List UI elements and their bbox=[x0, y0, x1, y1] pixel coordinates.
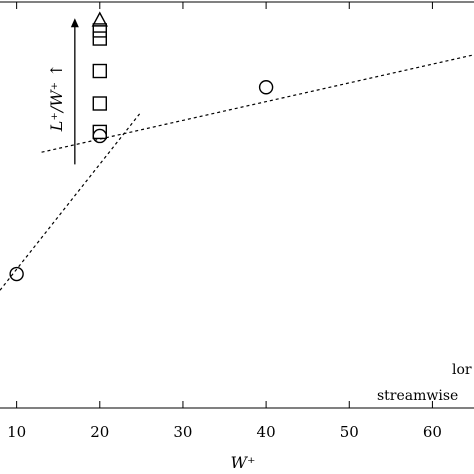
x-axis-title: W⁺ bbox=[231, 453, 256, 472]
x-tick-labels: 10 20 30 40 50 60 bbox=[7, 423, 442, 441]
circle-marker bbox=[9, 266, 24, 282]
x-tick-label: 50 bbox=[340, 423, 359, 441]
triangle-marker bbox=[91, 11, 108, 27]
arrow-label: L⁺/W⁺ ↑ bbox=[47, 63, 66, 132]
arrow-group: L⁺/W⁺ ↑ bbox=[47, 18, 79, 165]
annotation-lor: lor bbox=[452, 362, 472, 378]
x-tick-label: 10 bbox=[7, 423, 26, 441]
data-points bbox=[9, 11, 274, 282]
fit-lines bbox=[0, 54, 474, 291]
square-marker bbox=[92, 31, 107, 46]
annotation-streamwise: streamwise bbox=[377, 388, 458, 404]
x-tick-label: 30 bbox=[173, 423, 192, 441]
x-tick-label: 60 bbox=[423, 423, 442, 441]
square-marker bbox=[92, 63, 107, 79]
x-tick-label: 40 bbox=[257, 423, 276, 441]
x-ticks bbox=[16, 2, 433, 408]
dashed-fit-line bbox=[41, 54, 474, 153]
x-tick-label: 20 bbox=[90, 423, 109, 441]
square-marker bbox=[92, 124, 107, 140]
square-marker bbox=[92, 23, 107, 38]
arrow-head bbox=[70, 18, 79, 28]
dashed-fit-line bbox=[0, 111, 142, 291]
square-marker bbox=[92, 96, 107, 111]
circle-marker bbox=[258, 80, 274, 95]
